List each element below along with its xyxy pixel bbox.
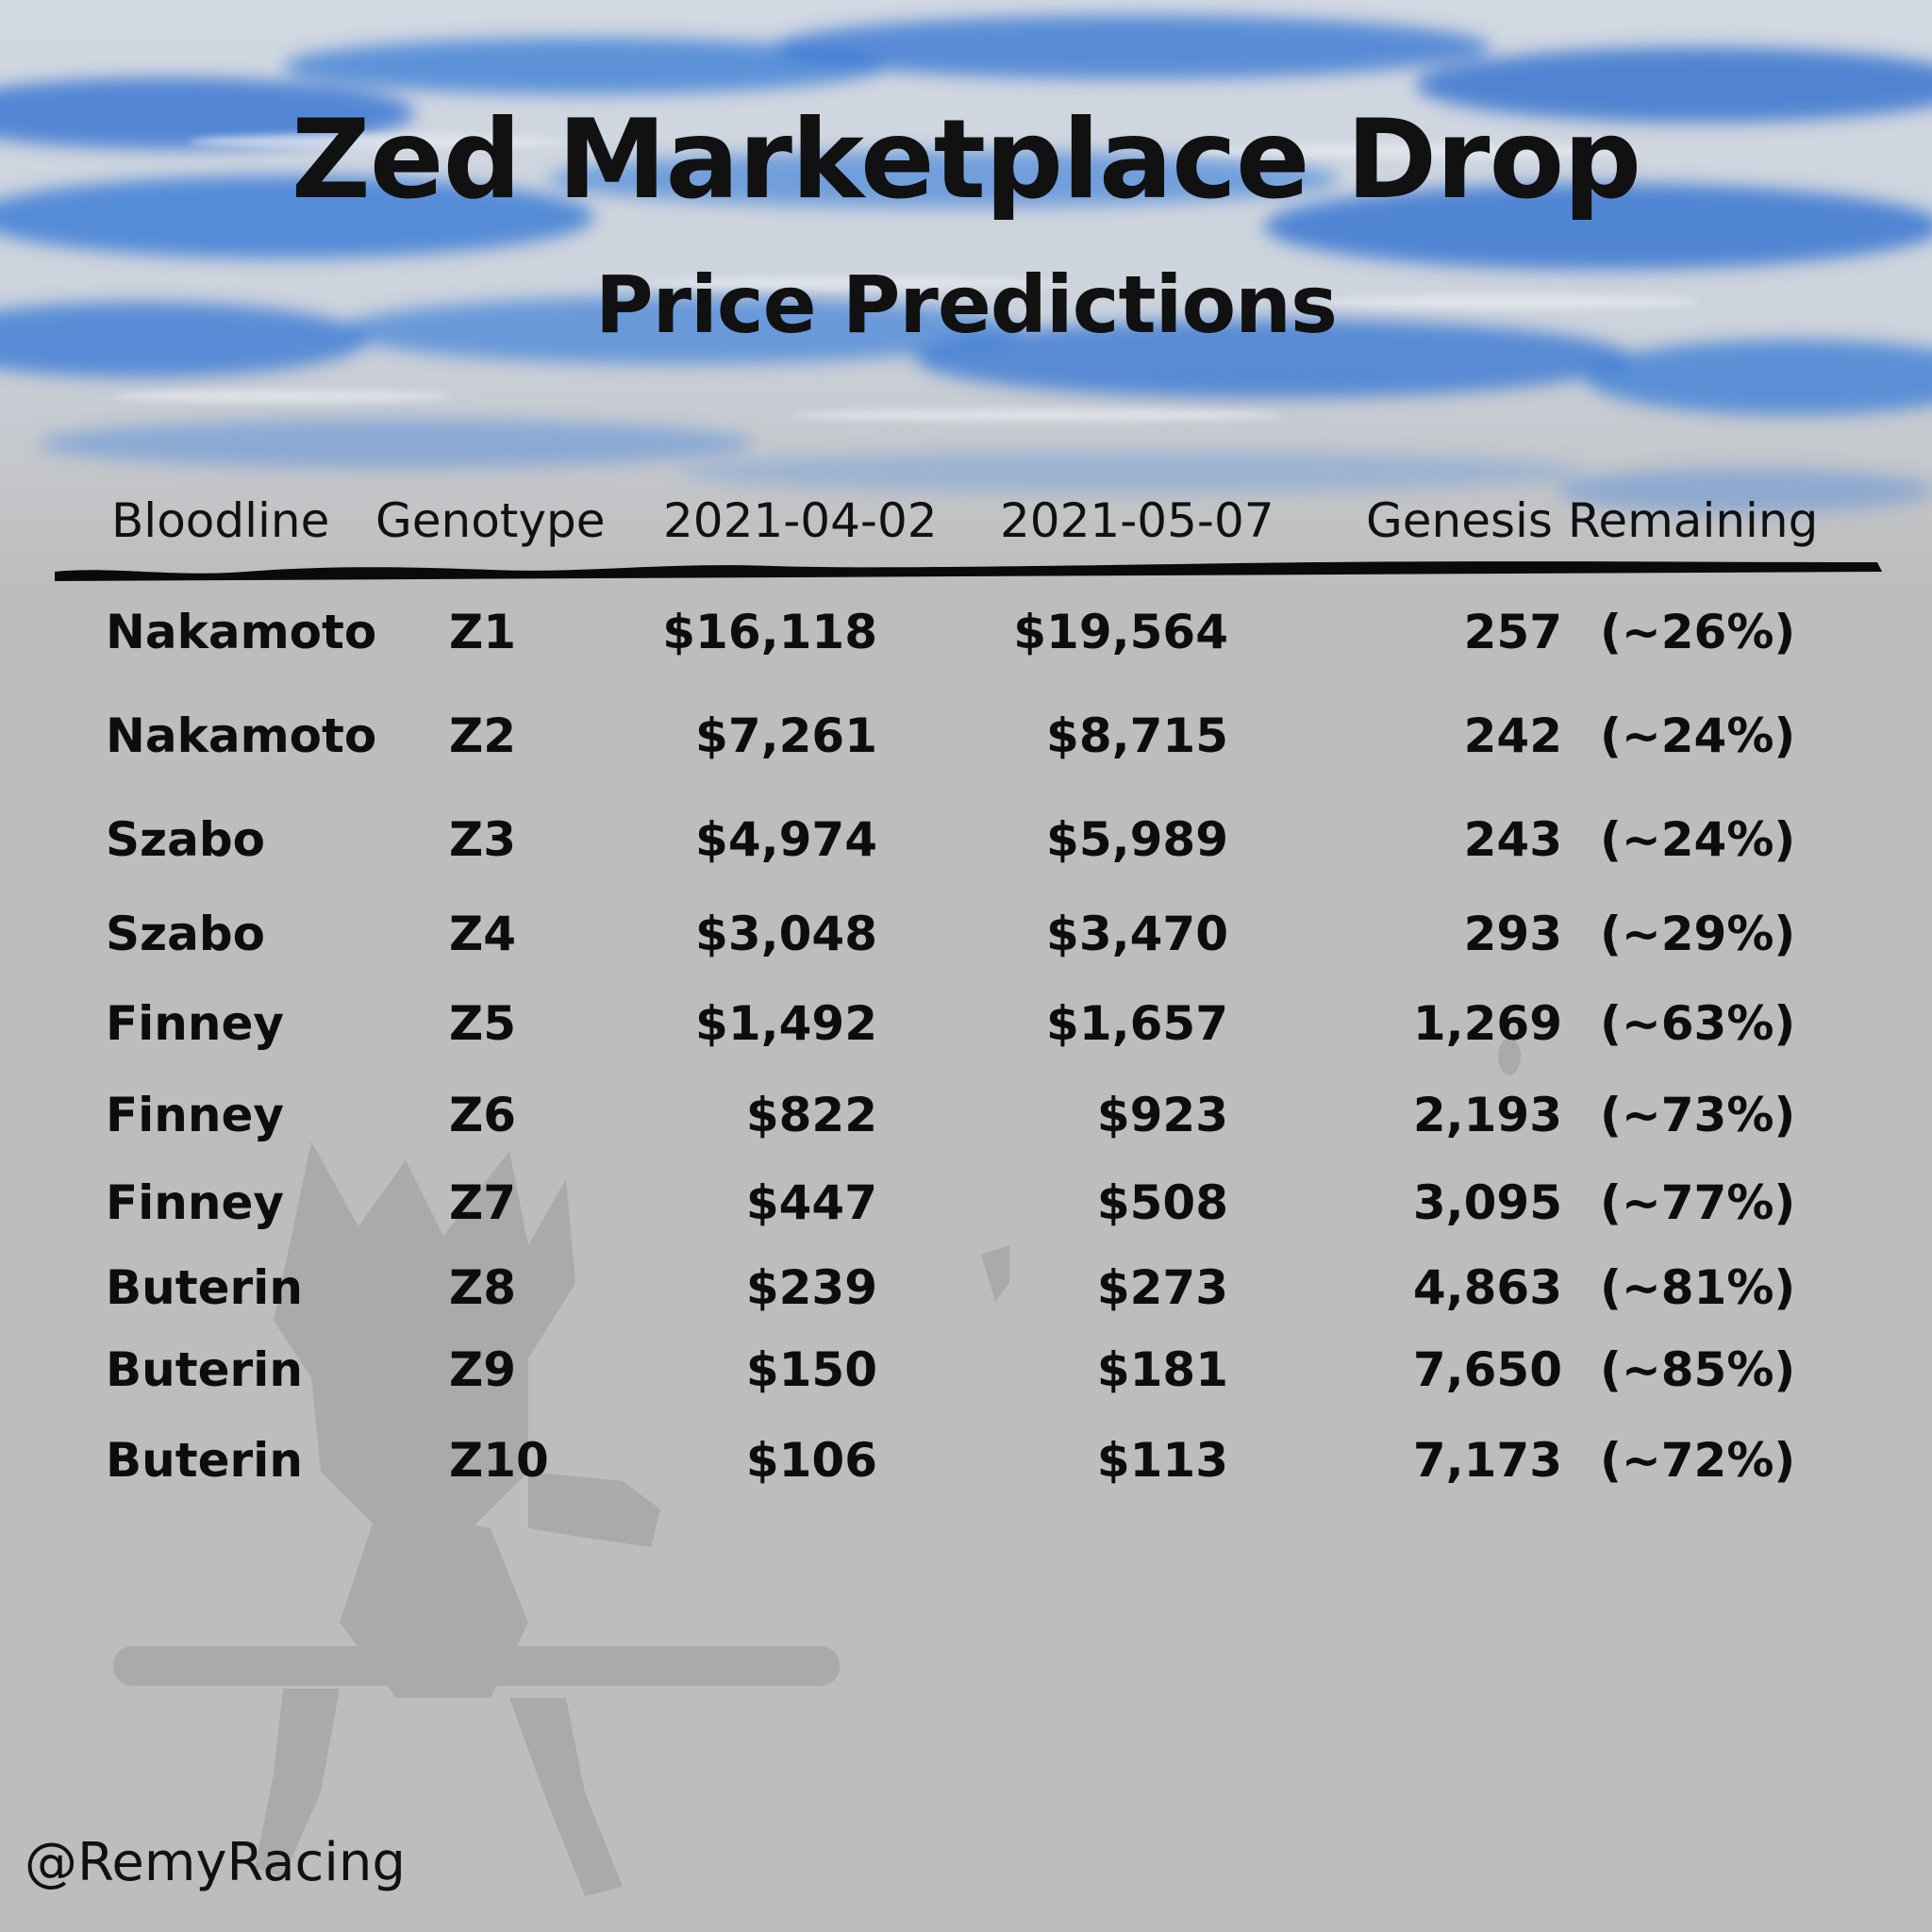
cell-price-2021-04-02: $150 — [745, 1342, 877, 1397]
cell-bloodline: Buterin — [106, 1260, 303, 1315]
cell-bloodline: Szabo — [106, 812, 265, 867]
cell-genotype: Z6 — [449, 1088, 517, 1142]
cell-price-2021-04-02: $7,261 — [695, 708, 877, 763]
sky-streaks — [0, 15, 1932, 513]
cell-genotype: Z3 — [449, 812, 517, 867]
cell-price-2021-05-07: $19,564 — [1013, 605, 1228, 659]
cell-genesis-remaining: 293 — [1463, 907, 1562, 961]
cell-bloodline: Buterin — [106, 1342, 303, 1397]
cell-genotype: Z4 — [449, 907, 517, 961]
cell-genotype: Z5 — [449, 996, 517, 1051]
cell-genesis-remaining: 7,650 — [1412, 1342, 1562, 1397]
cell-genesis-remaining: 242 — [1463, 708, 1562, 763]
cell-genotype: Z7 — [449, 1175, 517, 1230]
cell-genesis-remaining-pct: (~77%) — [1600, 1175, 1796, 1230]
cell-genesis-remaining-pct: (~26%) — [1600, 605, 1796, 659]
page-title: Zed Marketplace Drop — [291, 96, 1641, 224]
page-subtitle: Price Predictions — [595, 258, 1338, 351]
cell-price-2021-05-07: $181 — [1096, 1342, 1228, 1397]
header-date-2: 2021-05-07 — [1000, 493, 1274, 548]
cell-price-2021-04-02: $239 — [745, 1260, 877, 1315]
header-rule — [55, 561, 1882, 581]
cell-genesis-remaining: 2,193 — [1412, 1088, 1562, 1142]
cell-genesis-remaining-pct: (~29%) — [1600, 907, 1796, 961]
cell-price-2021-05-07: $923 — [1096, 1088, 1228, 1142]
cell-genesis-remaining-pct: (~72%) — [1600, 1433, 1796, 1488]
cell-bloodline: Nakamoto — [106, 708, 377, 763]
cell-genotype: Z1 — [449, 605, 517, 659]
cell-price-2021-04-02: $4,974 — [695, 812, 877, 867]
mascot-watermark — [113, 1038, 1521, 1896]
cell-price-2021-05-07: $113 — [1096, 1433, 1228, 1488]
cell-genesis-remaining-pct: (~73%) — [1600, 1088, 1796, 1142]
cell-bloodline: Finney — [106, 1088, 284, 1142]
cell-genotype: Z2 — [449, 708, 517, 763]
author-handle: @RemyRacing — [25, 1832, 406, 1893]
cell-genesis-remaining: 7,173 — [1412, 1433, 1562, 1488]
cell-price-2021-04-02: $3,048 — [695, 907, 877, 961]
cell-price-2021-04-02: $822 — [745, 1088, 877, 1142]
cell-price-2021-05-07: $1,657 — [1046, 996, 1228, 1051]
cell-bloodline: Finney — [106, 996, 284, 1051]
cell-price-2021-04-02: $16,118 — [662, 605, 877, 659]
header-genesis-remaining: Genesis Remaining — [1366, 493, 1819, 548]
cell-genotype: Z10 — [449, 1433, 549, 1488]
cell-genesis-remaining-pct: (~24%) — [1600, 708, 1796, 763]
cell-genesis-remaining-pct: (~24%) — [1600, 812, 1796, 867]
cell-genesis-remaining: 243 — [1463, 812, 1562, 867]
cell-genesis-remaining-pct: (~85%) — [1600, 1342, 1796, 1397]
header-genotype: Genotype — [375, 493, 606, 548]
cell-price-2021-05-07: $508 — [1096, 1175, 1228, 1230]
header-date-1: 2021-04-02 — [663, 493, 938, 548]
cell-bloodline: Szabo — [106, 907, 265, 961]
cell-genesis-remaining: 3,095 — [1412, 1175, 1562, 1230]
cell-genesis-remaining: 257 — [1463, 605, 1562, 659]
cell-price-2021-05-07: $3,470 — [1046, 907, 1228, 961]
cell-genesis-remaining: 4,863 — [1412, 1260, 1562, 1315]
cell-price-2021-04-02: $106 — [745, 1433, 877, 1488]
header-bloodline: Bloodline — [111, 493, 330, 548]
cell-genesis-remaining: 1,269 — [1412, 996, 1562, 1051]
cell-price-2021-05-07: $273 — [1096, 1260, 1228, 1315]
cell-bloodline: Finney — [106, 1175, 284, 1230]
cell-price-2021-04-02: $447 — [745, 1175, 877, 1230]
cell-bloodline: Nakamoto — [106, 605, 377, 659]
cell-genesis-remaining-pct: (~63%) — [1600, 996, 1796, 1051]
cell-genesis-remaining-pct: (~81%) — [1600, 1260, 1796, 1315]
cell-price-2021-04-02: $1,492 — [695, 996, 877, 1051]
cell-bloodline: Buterin — [106, 1433, 303, 1488]
cell-price-2021-05-07: $5,989 — [1046, 812, 1228, 867]
cell-genotype: Z9 — [449, 1342, 517, 1397]
cell-price-2021-05-07: $8,715 — [1046, 708, 1228, 763]
cell-genotype: Z8 — [449, 1260, 517, 1315]
